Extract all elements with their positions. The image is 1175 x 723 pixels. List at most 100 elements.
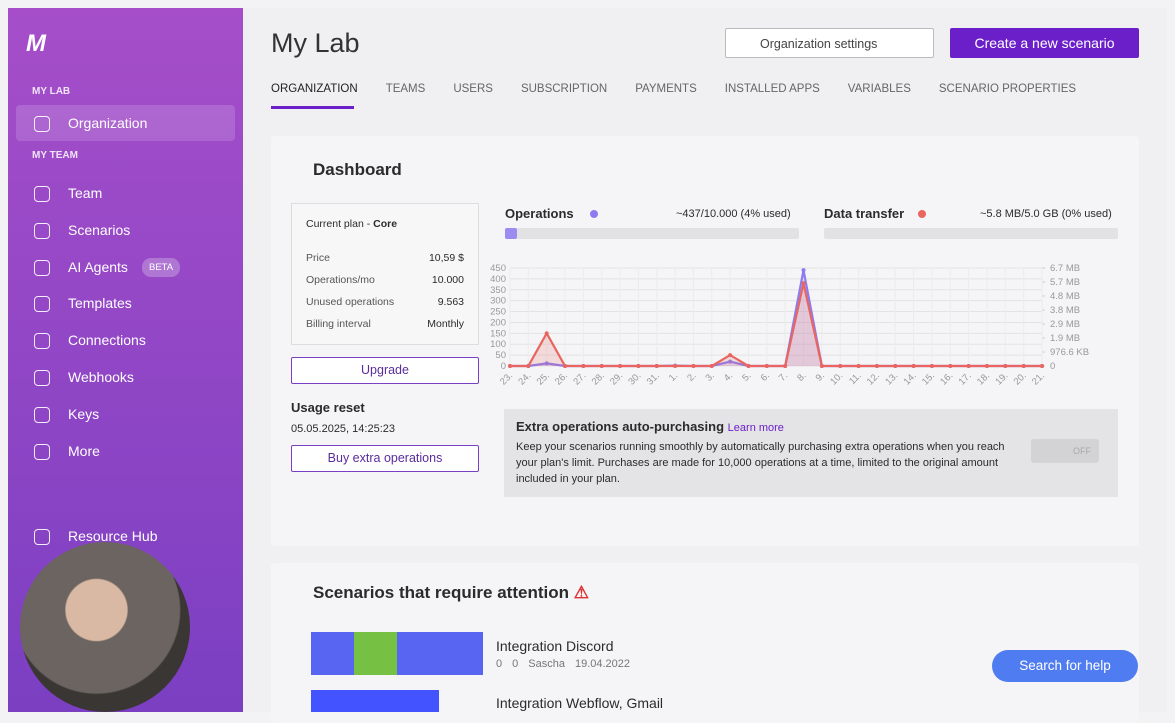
transfer-dot	[918, 210, 926, 218]
scenario-icons[interactable]	[311, 690, 439, 712]
y-tick-label: 100	[490, 339, 506, 350]
series-point	[948, 364, 953, 368]
operations-bar	[505, 228, 799, 239]
tab[interactable]: VARIABLES	[847, 83, 911, 95]
x-tick-label: 15.	[920, 370, 937, 387]
y2-tick-label: 6.7 MB	[1050, 263, 1080, 274]
series-point	[874, 364, 879, 368]
attention-title: Scenarios that require attention	[313, 583, 569, 602]
y2-tick-label: 5.7 MB	[1050, 277, 1080, 288]
nav-active[interactable]	[16, 105, 235, 141]
scenario-name[interactable]: Integration Discord	[496, 638, 614, 654]
series-point	[526, 364, 531, 368]
section-title: Dashboard	[313, 160, 402, 179]
plan-value: 10,59 $	[428, 252, 464, 264]
x-tick-label: 14.	[902, 370, 919, 387]
y-tick-label: 0	[501, 361, 506, 372]
x-tick-label: 7.	[777, 370, 790, 383]
nav-icon	[34, 296, 50, 313]
series-point	[709, 364, 714, 368]
plan-value: 10.000	[431, 274, 464, 286]
settings-button[interactable]: Organization settings	[725, 28, 934, 58]
series-point	[544, 361, 549, 366]
nav-icon	[34, 406, 50, 423]
series-point	[508, 364, 512, 368]
series-point	[966, 364, 971, 368]
nav-item[interactable]: Keys	[68, 405, 100, 422]
tabs: ORGANIZATION TEAMS USERS SUBSCRIPTION PAYMEN…	[271, 83, 1104, 95]
x-tick-label: 17.	[957, 370, 974, 387]
scenario-name[interactable]: Integration Webflow, Gmail	[496, 695, 664, 711]
y2-tick-label: 976.6 KB	[1050, 347, 1089, 358]
series-point	[544, 331, 549, 336]
y-tick-label: 450	[490, 263, 506, 274]
y-tick-label: 400	[490, 274, 506, 285]
meta-date: 19.04.2022	[574, 658, 631, 670]
y-tick-label: 350	[490, 285, 506, 296]
nav-item[interactable]: Connections	[68, 332, 146, 349]
toggle[interactable]: OFF	[1031, 439, 1099, 463]
create-button[interactable]: Create a new scenario	[950, 28, 1139, 58]
nav-item[interactable]: Webhooks	[68, 369, 134, 385]
x-tick-label: 4.	[722, 370, 735, 383]
x-tick-label: 8.	[795, 370, 808, 383]
tab[interactable]: SCENARIO PROPERTIES	[938, 83, 1077, 95]
plan-label: Current plan -	[306, 218, 374, 230]
x-tick-label: 10.	[828, 370, 845, 387]
help-button[interactable]: Search for help	[992, 650, 1138, 682]
tab[interactable]: INSTALLED APPS	[724, 83, 820, 95]
x-tick-label: 2.	[685, 370, 698, 383]
nav-item[interactable]: More	[68, 442, 100, 459]
x-tick-label: 28.	[590, 370, 607, 387]
nav-icon	[34, 186, 50, 202]
transfer-title: Data transfer	[824, 206, 905, 221]
buy-button[interactable]: Buy extra operations	[291, 445, 479, 472]
series-point	[1021, 364, 1026, 368]
team-label: MY TEAM	[32, 150, 78, 161]
nav-item[interactable]: Team	[68, 185, 103, 201]
meta-ops: 0	[496, 658, 503, 670]
auto-purchase-box: Extra operations auto-purchasing Learn m…	[504, 409, 1118, 497]
series-point	[911, 364, 916, 368]
upgrade-button[interactable]: Upgrade	[291, 357, 479, 384]
nav-icon	[34, 259, 50, 276]
series-line	[510, 269, 1042, 368]
org-label[interactable]: MY LAB	[32, 86, 71, 97]
tab[interactable]: TEAMS	[385, 83, 426, 95]
nav-icon	[34, 222, 50, 239]
tab[interactable]: USERS	[453, 83, 493, 95]
series-point	[764, 364, 769, 368]
plan-key: Operations/mo	[306, 274, 375, 286]
tab[interactable]: PAYMENTS	[635, 83, 697, 95]
logo[interactable]: M	[26, 30, 46, 57]
scenario-icons[interactable]	[311, 632, 483, 675]
y-tick-label: 200	[490, 317, 506, 328]
series-point	[654, 364, 659, 368]
series-point	[728, 353, 733, 358]
nav-item[interactable]: AI Agents	[68, 258, 128, 275]
create-label[interactable]: Create a new scenario	[974, 35, 1115, 51]
x-tick-label: 6.	[759, 370, 772, 383]
x-tick-label: 24.	[516, 370, 533, 387]
series-line	[510, 283, 1042, 368]
scenario-meta: 0 0 Sascha 19.04.2022	[496, 658, 630, 670]
nav-item[interactable]: Organization	[68, 115, 148, 131]
transfer-usage: ~5.8 MB/5.0 GB (0% used)	[980, 208, 1112, 220]
learn-more-link[interactable]: Learn more	[727, 422, 784, 434]
x-tick-label: 12.	[865, 370, 882, 387]
x-tick-label: 25.	[535, 370, 552, 387]
x-tick-label: 5.	[740, 370, 753, 383]
plan-box: Current plan - Core Price 10,59 $ Operatio…	[291, 203, 479, 345]
tab[interactable]: SUBSCRIPTION	[520, 83, 608, 95]
nav-item[interactable]: Templates	[68, 295, 132, 312]
page-title: My Lab	[271, 28, 360, 58]
series-point	[801, 268, 806, 273]
plan-key: Unused operations	[306, 296, 395, 308]
plan-name: Core	[373, 218, 398, 230]
series-point	[1003, 364, 1008, 368]
tab[interactable]: ORGANIZATION	[271, 83, 358, 95]
nav-item[interactable]: Scenarios	[68, 221, 131, 238]
nav-item[interactable]: Resource Hub	[68, 528, 158, 544]
auto-text: Keep your scenarios running smoothly by …	[516, 441, 1005, 485]
nav-icon	[34, 333, 50, 350]
